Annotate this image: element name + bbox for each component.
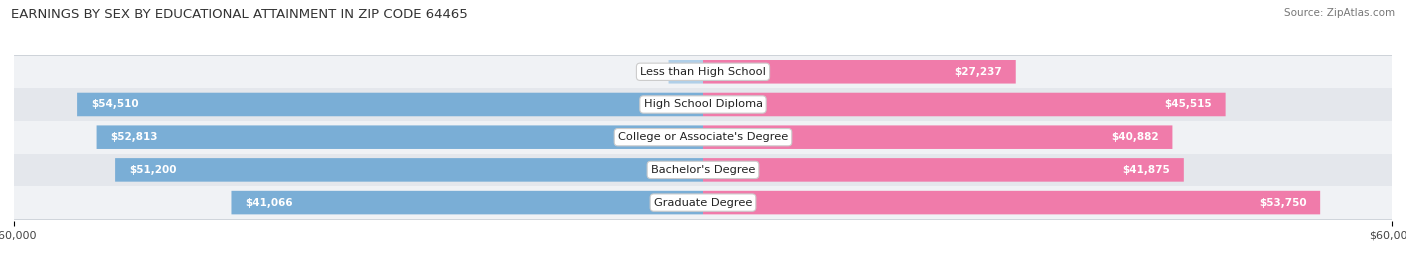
Text: Less than High School: Less than High School bbox=[640, 67, 766, 77]
FancyBboxPatch shape bbox=[703, 158, 1184, 182]
Text: $53,750: $53,750 bbox=[1258, 198, 1306, 208]
FancyBboxPatch shape bbox=[77, 93, 703, 116]
Text: $41,066: $41,066 bbox=[245, 198, 292, 208]
Text: $54,510: $54,510 bbox=[91, 100, 139, 109]
Text: $51,200: $51,200 bbox=[129, 165, 176, 175]
FancyBboxPatch shape bbox=[669, 60, 703, 84]
Text: EARNINGS BY SEX BY EDUCATIONAL ATTAINMENT IN ZIP CODE 64465: EARNINGS BY SEX BY EDUCATIONAL ATTAINMEN… bbox=[11, 8, 468, 21]
FancyBboxPatch shape bbox=[115, 158, 703, 182]
Bar bbox=[14, 88, 1392, 121]
Text: $0: $0 bbox=[648, 67, 662, 77]
Text: $41,875: $41,875 bbox=[1122, 165, 1170, 175]
FancyBboxPatch shape bbox=[703, 125, 1173, 149]
Text: College or Associate's Degree: College or Associate's Degree bbox=[617, 132, 789, 142]
Bar bbox=[14, 154, 1392, 186]
FancyBboxPatch shape bbox=[232, 191, 703, 214]
Text: $52,813: $52,813 bbox=[110, 132, 157, 142]
FancyBboxPatch shape bbox=[703, 60, 1015, 84]
Text: High School Diploma: High School Diploma bbox=[644, 100, 762, 109]
Text: $40,882: $40,882 bbox=[1111, 132, 1159, 142]
FancyBboxPatch shape bbox=[97, 125, 703, 149]
Bar bbox=[14, 121, 1392, 154]
Bar bbox=[14, 186, 1392, 219]
Text: $45,515: $45,515 bbox=[1164, 100, 1212, 109]
Text: $27,237: $27,237 bbox=[955, 67, 1002, 77]
Text: Source: ZipAtlas.com: Source: ZipAtlas.com bbox=[1284, 8, 1395, 18]
Text: Bachelor's Degree: Bachelor's Degree bbox=[651, 165, 755, 175]
Text: Graduate Degree: Graduate Degree bbox=[654, 198, 752, 208]
FancyBboxPatch shape bbox=[703, 191, 1320, 214]
FancyBboxPatch shape bbox=[703, 93, 1226, 116]
Bar bbox=[14, 55, 1392, 88]
